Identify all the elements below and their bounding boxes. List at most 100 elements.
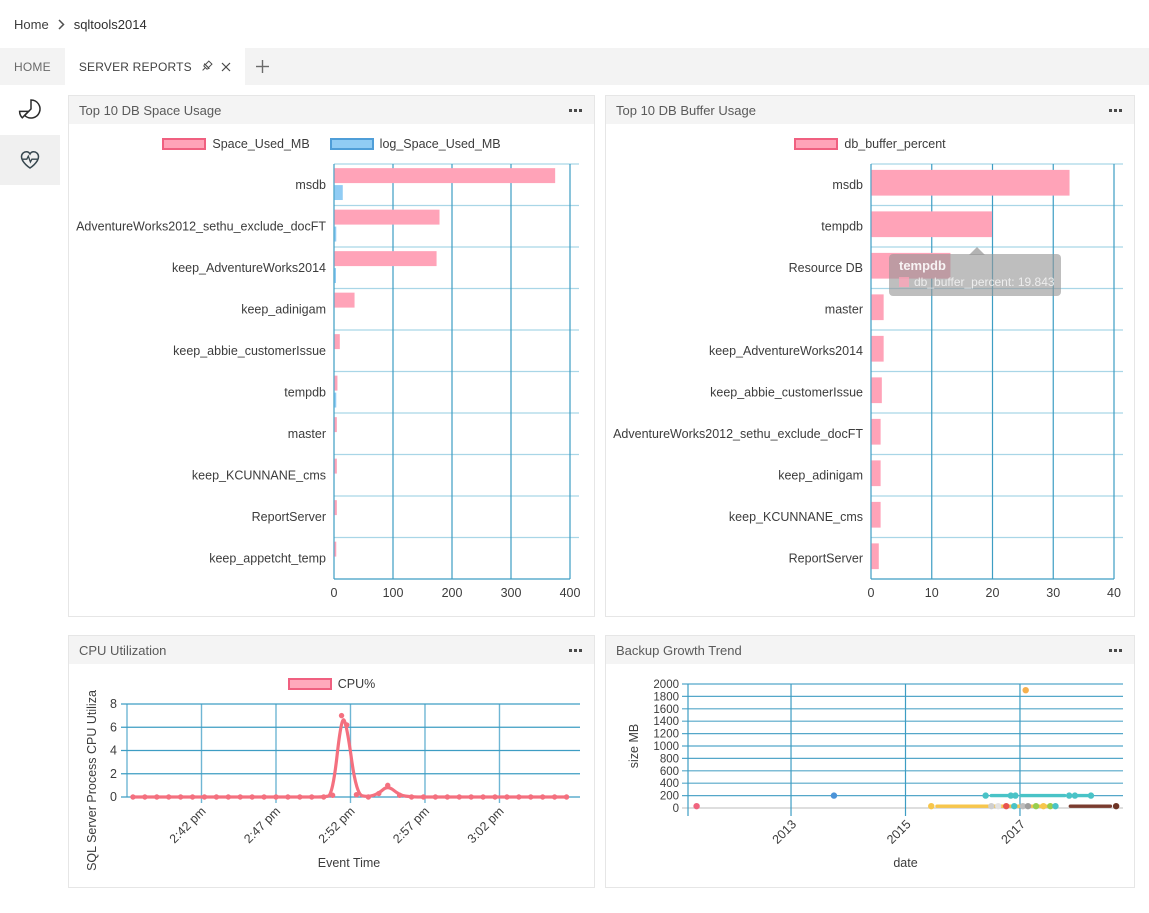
tooltip-arrow [969,247,985,255]
panel-header: Top 10 DB Space Usage [69,96,594,124]
chart-canvas: msdb tempdb Resource DB master keep_Adventur… [613,163,1123,600]
panel-menu-button[interactable] [559,105,582,116]
panel-header: Top 10 DB Buffer Usage [606,96,1134,124]
panel-cpu-utilization: CPU Utilization 0 2 4 6 8 2:42 pm 2:47 pm 2:52 … [68,635,595,888]
svg-text:master: master [825,302,863,316]
svg-text:msdb: msdb [295,178,326,192]
svg-text:1600: 1600 [653,704,679,716]
close-tab-icon[interactable] [221,62,231,72]
svg-text:1000: 1000 [653,741,679,753]
svg-text:200: 200 [660,791,679,803]
svg-text:keep_abbie_customerIssue: keep_abbie_customerIssue [173,344,326,358]
tab-server-reports[interactable]: SERVER REPORTS [64,48,245,85]
svg-text:200: 200 [442,586,463,600]
new-tab-button[interactable] [245,48,281,85]
tab-home[interactable]: HOME [0,48,65,85]
pin-icon[interactable] [200,60,213,73]
panel-backup-growth-trend: Backup Growth Trend 0 200 400 600 800 1000 120… [605,635,1135,888]
breadcrumb: Home sqltools2014 [0,0,1149,48]
plus-icon [256,60,270,73]
svg-text:msdb: msdb [832,178,863,192]
chart-canvas: 0 2 4 6 8 2:42 pm 2:47 pm 2:52 pm 2:57 pm 3:02 pm… [85,690,580,871]
panel-header: Backup Growth Trend [606,636,1134,664]
svg-text:keep_KCUNNANE_cms: keep_KCUNNANE_cms [729,510,863,524]
legend-swatch [162,138,207,150]
svg-text:20: 20 [986,586,1000,600]
svg-text:0: 0 [331,586,338,600]
svg-text:Resource DB: Resource DB [789,261,863,275]
tooltip-series-swatch [899,277,909,287]
chart-db-buffer-usage[interactable]: msdb tempdb Resource DB master keep_Adventur… [606,124,1134,616]
panel-menu-button[interactable] [1099,105,1122,116]
breadcrumb-home[interactable]: Home [14,16,49,32]
sidebar-item-server-health[interactable] [0,135,60,185]
chart-legend: Space_Used_MB log_Space_Used_MB [69,137,594,151]
svg-text:2015: 2015 [884,817,914,847]
svg-text:30: 30 [1046,586,1060,600]
panel-title: CPU Utilization [79,642,167,658]
heart-pulse-icon [20,151,40,169]
svg-text:keep_adinigam: keep_adinigam [241,302,326,316]
svg-text:400: 400 [660,778,679,790]
sidebar-item-server-dashboard[interactable] [0,85,60,135]
svg-text:Event Time: Event Time [318,856,381,870]
svg-text:100: 100 [383,586,404,600]
svg-text:AdventureWorks2012_sethu_exclu: AdventureWorks2012_sethu_exclude_docFT [613,427,863,441]
panel-title: Top 10 DB Buffer Usage [616,102,756,118]
chart-canvas: msdb AdventureWorks2012_sethu_exclude_doc… [76,163,580,600]
svg-text:size MB: size MB [627,724,641,768]
svg-text:ReportServer: ReportServer [789,551,863,565]
svg-text:keep_KCUNNANE_cms: keep_KCUNNANE_cms [192,468,326,482]
panel-header: CPU Utilization [69,636,594,664]
svg-text:2:42 pm: 2:42 pm [167,804,209,846]
legend-label: db_buffer_percent [844,137,946,151]
svg-text:8: 8 [110,697,117,711]
legend-swatch [329,138,374,150]
svg-text:keep_appetcht_temp: keep_appetcht_temp [209,551,326,565]
svg-text:2:52 pm: 2:52 pm [316,804,358,846]
panel-top10-db-space-usage: Top 10 DB Space Usage msdb AdventureWorks… [68,95,595,617]
panel-menu-button[interactable] [1099,645,1122,656]
svg-text:0: 0 [673,803,679,815]
panel-top10-db-buffer-usage: Top 10 DB Buffer Usage msdb tempdb Resourc… [605,95,1135,617]
svg-text:master: master [288,427,326,441]
svg-text:keep_AdventureWorks2014: keep_AdventureWorks2014 [709,344,863,358]
svg-text:2013: 2013 [770,817,800,847]
svg-text:1800: 1800 [653,691,679,703]
tab-bar: HOME SERVER REPORTS [0,48,1149,85]
svg-text:40: 40 [1107,586,1121,600]
tab-server-reports-label: SERVER REPORTS [78,59,192,74]
chart-tooltip: tempdb db_buffer_percent: 19.843 [889,247,1061,296]
svg-text:2000: 2000 [653,679,679,691]
svg-text:10: 10 [925,586,939,600]
legend-label: log_Space_Used_MB [379,137,501,151]
svg-text:ReportServer: ReportServer [252,510,326,524]
breadcrumb-server[interactable]: sqltools2014 [73,16,147,32]
svg-text:keep_abbie_customerIssue: keep_abbie_customerIssue [710,385,863,399]
svg-text:2: 2 [110,767,117,781]
legend-swatch [794,138,839,150]
chevron-right-icon [58,18,65,30]
panel-menu-button[interactable] [559,645,582,656]
chart-db-space-usage[interactable]: msdb AdventureWorks2012_sethu_exclude_doc… [69,124,594,616]
tooltip-title: tempdb [899,258,946,273]
svg-text:800: 800 [660,753,679,765]
svg-text:tempdb: tempdb [284,385,326,399]
legend-swatch [287,678,332,690]
tab-home-label: HOME [14,59,51,74]
svg-text:3:02 pm: 3:02 pm [465,804,507,846]
svg-text:300: 300 [501,586,522,600]
legend-label: Space_Used_MB [212,137,310,151]
svg-text:tempdb: tempdb [821,219,863,233]
tooltip-value: db_buffer_percent: 19.843 [914,275,1055,289]
chart-cpu-utilization[interactable]: 0 2 4 6 8 2:42 pm 2:47 pm 2:52 pm 2:57 pm 3:02 pm… [69,664,594,887]
svg-text:1400: 1400 [653,716,679,728]
panel-title: Backup Growth Trend [616,642,742,658]
svg-text:0: 0 [868,586,875,600]
svg-text:4: 4 [110,744,117,758]
svg-text:keep_AdventureWorks2014: keep_AdventureWorks2014 [172,261,326,275]
svg-text:0: 0 [110,790,117,804]
svg-text:date: date [893,856,917,870]
chart-backup-growth-trend[interactable]: 0 200 400 600 800 1000 1200 1400 1600 1800 2000 201… [606,664,1134,887]
